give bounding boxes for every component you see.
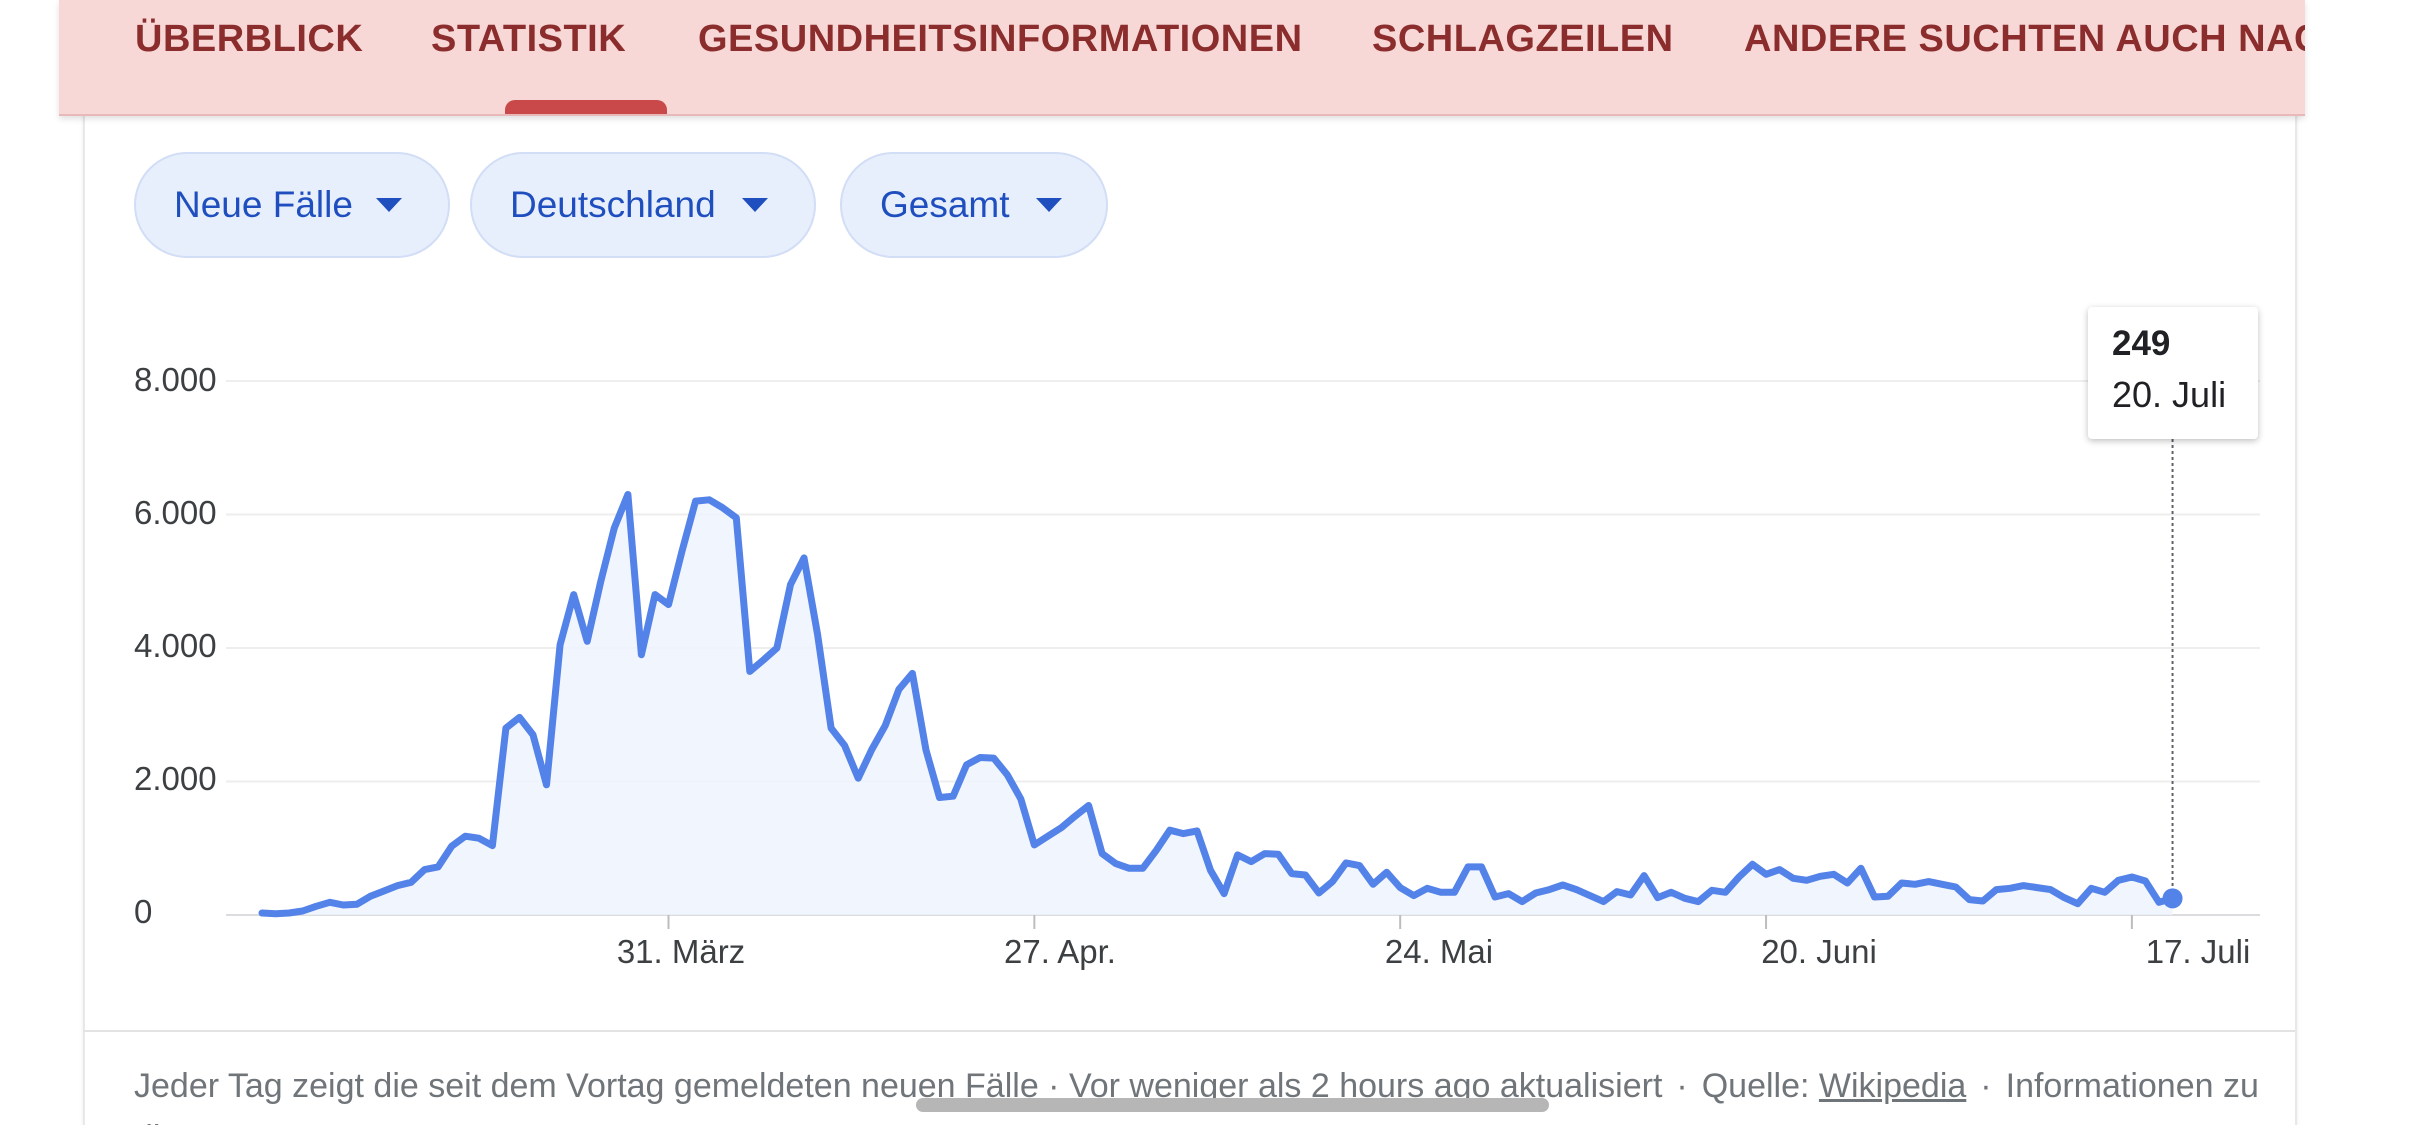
filter-chip-period[interactable]: Gesamt (840, 152, 1108, 258)
x-tick-label: 17. Juli (2145, 933, 2251, 970)
filter-chip-region[interactable]: Deutschland (470, 152, 816, 258)
x-tick-label: 27. Apr. (1004, 933, 1116, 970)
selected-tab-indicator (505, 100, 667, 114)
filter-chip-label: Neue Fälle (174, 184, 353, 225)
tab-health-info[interactable]: GESUNDHEITSINFORMATIONEN (698, 18, 1303, 60)
horizontal-scrollbar[interactable] (916, 1098, 1549, 1112)
footer-divider (83, 1030, 2295, 1032)
statistics-card (83, 100, 2297, 1125)
filter-chip-label: Deutschland (510, 184, 716, 225)
caret-down-icon (376, 198, 402, 212)
chart-footer: Jeder Tag zeigt die seit dem Vortag geme… (134, 1060, 2284, 1125)
caret-down-icon (1036, 198, 1062, 212)
cases-area (262, 494, 2173, 915)
tooltip-date: 20. Juli (2112, 374, 2227, 415)
source-link[interactable]: Wikipedia (1818, 1067, 1967, 1105)
data-info-link[interactable]: Informationen zu diesen Daten (134, 1067, 2259, 1125)
source-label: Quelle: (1701, 1067, 1810, 1105)
x-tick-label: 20. Juni (1761, 933, 1877, 970)
x-tick-label: 24. Mai (1384, 933, 1494, 970)
tab-overview[interactable]: ÜBERBLICK (135, 18, 364, 60)
y-tick-label: 4.000 (134, 627, 217, 664)
y-tick-label: 0 (134, 893, 153, 930)
caret-down-icon (742, 198, 768, 212)
cases-series-line (258, 491, 2177, 918)
chart-tooltip: 249 20. Juli (2088, 307, 2258, 439)
tab-headlines[interactable]: SCHLAGZEILEN (1372, 18, 1674, 60)
tab-bar: ÜBERBLICK STATISTIK GESUNDHEITSINFORMATI… (59, 0, 2305, 116)
filter-chip-cases[interactable]: Neue Fälle (134, 152, 450, 258)
tooltip-value: 249 (2112, 324, 2171, 363)
y-tick-label: 2.000 (134, 760, 217, 797)
filter-chip-label: Gesamt (880, 184, 1010, 225)
tab-related-searches[interactable]: ANDERE SUCHTEN AUCH NACH (1744, 18, 2305, 60)
tab-statistics[interactable]: STATISTIK (431, 18, 627, 60)
footer-separator: · (1980, 1067, 1992, 1105)
footer-separator: · (1676, 1067, 1688, 1105)
x-tick-label: 31. März (616, 933, 746, 970)
y-tick-label: 6.000 (134, 494, 217, 531)
y-tick-label: 8.000 (134, 361, 217, 398)
hover-data-point[interactable] (2162, 888, 2183, 909)
